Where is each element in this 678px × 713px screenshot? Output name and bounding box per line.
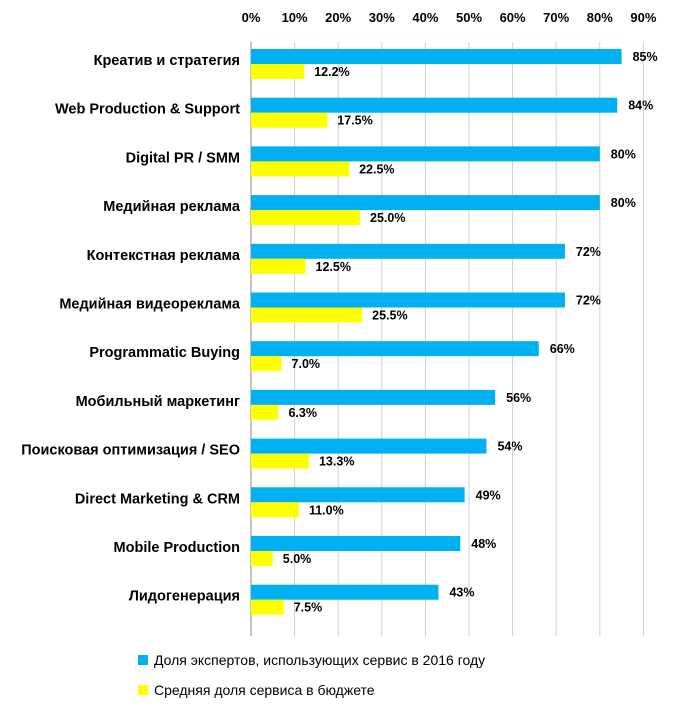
bar-experts [251, 195, 600, 211]
data-label-budget: 13.3% [319, 455, 354, 469]
data-label-budget: 22.5% [359, 162, 394, 176]
legend-swatch-experts [138, 655, 148, 665]
category-label: Креатив и стратегия [94, 53, 240, 69]
x-tick-label: 50% [456, 10, 482, 25]
category-labels: Креатив и стратегия Web Production & Supp… [21, 53, 241, 605]
data-label-budget: 25.5% [372, 309, 407, 323]
bar-budget [251, 161, 350, 177]
category-label: Programmatic Buying [89, 345, 240, 361]
data-label-experts: 80% [611, 147, 636, 161]
bar-budget [251, 502, 299, 518]
bar-budget [251, 258, 306, 274]
data-label-experts: 84% [628, 99, 653, 113]
bar-experts [251, 438, 487, 454]
bar-budget [251, 551, 273, 566]
bars [251, 49, 622, 615]
bar-budget [251, 599, 284, 615]
data-label-budget: 6.3% [288, 406, 317, 420]
bar-experts [251, 146, 600, 162]
legend-item-experts: Доля экспертов, использующих сервис в 20… [138, 652, 485, 668]
x-tick-label: 80% [587, 10, 613, 25]
bar-budget [251, 210, 360, 226]
data-label-experts: 72% [576, 294, 601, 308]
bar-budget [251, 356, 282, 372]
bar-experts [251, 292, 565, 308]
data-label-experts: 49% [476, 488, 501, 502]
data-label-budget: 12.2% [314, 65, 349, 79]
x-tick-label: 40% [412, 10, 438, 25]
category-label: Digital PR / SMM [126, 150, 240, 166]
data-label-budget: 5.0% [283, 552, 312, 566]
bar-budget [251, 64, 305, 79]
data-label-budget: 11.0% [309, 503, 344, 517]
category-label: Медийная реклама [103, 199, 241, 215]
category-label: Поисковая оптимизация / SEO [21, 443, 240, 459]
legend-label-experts: Доля экспертов, использующих сервис в 20… [154, 652, 486, 668]
data-labels: 85% 12.2% 84% 17.5% 80% 22.5% 80% 25.0% 72% 12.5%… [283, 50, 658, 615]
category-label: Контекстная реклама [87, 248, 241, 264]
legend-swatch-budget [138, 685, 148, 695]
category-label: Медийная видеореклама [59, 297, 241, 313]
bar-budget [251, 404, 279, 420]
bar-budget [251, 307, 363, 323]
data-label-experts: 85% [633, 50, 658, 64]
bar-experts [251, 487, 465, 503]
bar-experts [251, 97, 618, 113]
bar-experts [251, 389, 496, 405]
category-label: Лидогенерация [129, 589, 240, 605]
category-label: Direct Marketing & CRM [75, 491, 240, 507]
bar-experts [251, 243, 565, 259]
data-label-budget: 7.5% [294, 601, 323, 615]
x-tick-label: 60% [500, 10, 526, 25]
x-tick-label: 30% [369, 10, 395, 25]
x-tick-label: 90% [630, 10, 656, 25]
x-tick-label: 0% [242, 10, 261, 25]
data-label-experts: 54% [497, 440, 522, 454]
bar-budget [251, 453, 309, 469]
data-label-budget: 17.5% [337, 114, 372, 128]
bar-experts [251, 49, 622, 64]
data-label-experts: 66% [550, 342, 575, 356]
data-label-experts: 56% [506, 391, 531, 405]
legend-label-budget: Средняя доля сервиса в бюджете [154, 682, 375, 698]
legend-item-budget: Средняя доля сервиса в бюджете [138, 682, 375, 698]
category-label: Мобильный маркетинг [76, 394, 240, 410]
category-label: Mobile Production [114, 540, 240, 556]
x-tick-label: 70% [543, 10, 569, 25]
data-label-budget: 7.0% [292, 357, 321, 371]
x-axis-ticks: 0% 10% 20% 30% 40% 50% 60% 70% 80% 90% [242, 10, 657, 25]
data-label-budget: 12.5% [316, 260, 351, 274]
x-tick-label: 10% [282, 10, 308, 25]
data-label-experts: 80% [611, 196, 636, 210]
data-label-experts: 48% [471, 537, 496, 551]
data-label-experts: 72% [576, 245, 601, 259]
x-tick-label: 20% [325, 10, 351, 25]
bar-budget [251, 112, 328, 128]
bar-experts [251, 341, 539, 357]
bar-experts [251, 536, 461, 551]
bar-experts [251, 584, 439, 600]
data-label-experts: 43% [449, 586, 474, 600]
data-label-budget: 25.0% [370, 211, 405, 225]
category-label: Web Production & Support [55, 102, 240, 118]
grid-lines [250, 42, 644, 636]
